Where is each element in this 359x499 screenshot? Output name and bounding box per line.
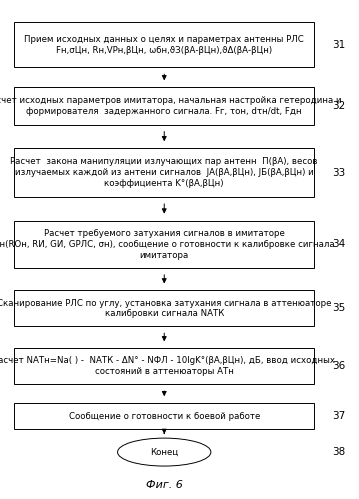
Text: 32: 32: [333, 101, 346, 111]
Text: Прием исходных данных о целях и параметрах антенны РЛС
Fн,σЦн, Rн,VРн,βЦн, ωбн,ϑ: Прием исходных данных о целях и параметр…: [24, 35, 304, 55]
Ellipse shape: [117, 438, 211, 466]
Text: 38: 38: [333, 447, 346, 457]
FancyBboxPatch shape: [14, 87, 314, 125]
Text: Расчет NАТн=Nа( ) -  NАТК - ΔN° - NФЛ - 10lgK°(βА,βЦн), дБ, ввод исходных
состоя: Расчет NАТн=Nа( ) - NАТК - ΔN° - NФЛ - 1…: [0, 356, 335, 376]
FancyBboxPatch shape: [14, 22, 314, 67]
Text: Расчет исходных параметров имитатора, начальная настройка гетеродина и
формирова: Расчет исходных параметров имитатора, на…: [0, 96, 342, 116]
Text: Расчет  закона манипуляции излучающих пар антенн  П(βА), весов
излучаемых каждой: Расчет закона манипуляции излучающих пар…: [10, 157, 318, 188]
Text: 33: 33: [333, 168, 346, 178]
Text: Фиг. 6: Фиг. 6: [146, 480, 183, 490]
FancyBboxPatch shape: [14, 348, 314, 384]
Text: Конец: Конец: [150, 448, 178, 457]
Text: Сканирование РЛС по углу, установка затухания сигнала в аттенюаторе
калибровки с: Сканирование РЛС по углу, установка зату…: [0, 298, 331, 318]
Text: Сообщение о готовности к боевой работе: Сообщение о готовности к боевой работе: [69, 412, 260, 421]
Text: 31: 31: [333, 40, 346, 50]
Text: 37: 37: [333, 411, 346, 421]
FancyBboxPatch shape: [14, 221, 314, 268]
FancyBboxPatch shape: [14, 403, 314, 429]
FancyBboxPatch shape: [14, 290, 314, 326]
Text: 34: 34: [333, 239, 346, 250]
Text: 35: 35: [333, 303, 346, 313]
Text: 36: 36: [333, 361, 346, 371]
FancyBboxPatch shape: [14, 148, 314, 197]
Text: Расчет требуемого затухания сигналов в имитаторе
Nн(RОн, RИ, GИ, GРЛС, σн), сооб: Расчет требуемого затухания сигналов в и…: [0, 229, 335, 259]
